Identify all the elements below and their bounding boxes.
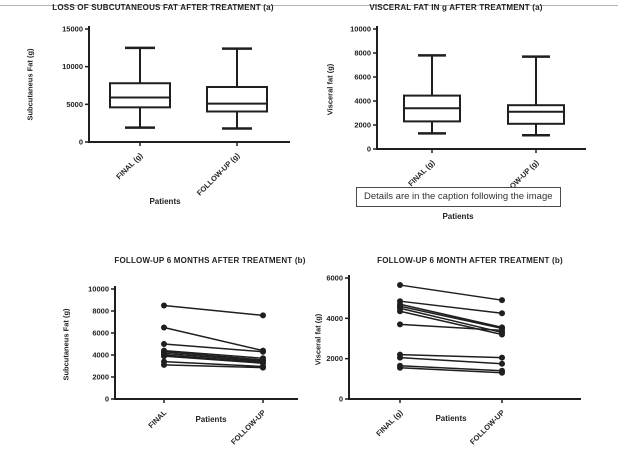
svg-text:0: 0 (367, 145, 371, 154)
svg-text:0: 0 (339, 395, 343, 404)
svg-text:6000: 6000 (92, 329, 109, 338)
chart-subcutaneous-paired-lines: FOLLOW-UP 6 MONTHS AFTER TREATMENT (b) S… (0, 230, 309, 453)
svg-text:0: 0 (105, 395, 109, 404)
chart-title: VISCERAL FAT IN g AFTER TREATMENT (a) (369, 3, 543, 12)
svg-text:FINAL (g): FINAL (g) (114, 151, 144, 181)
x-axis-label: Patients (435, 414, 467, 423)
svg-text:FINAL (g): FINAL (g) (406, 158, 436, 188)
x-axis-label: Patients (149, 197, 181, 206)
subcutaneous-boxplot-svg: 0 5000 10000 15000 FINAL (g) FOLLOW-UP (g) (62, 25, 290, 198)
svg-text:2000: 2000 (92, 373, 109, 382)
chart-title: LOSS OF SUBCUTANEOUS FAT AFTER TREATMENT… (52, 3, 274, 12)
svg-text:8000: 8000 (354, 49, 371, 58)
chart-title: FOLLOW-UP 6 MONTHS AFTER TREATMENT (b) (114, 256, 306, 265)
chart-visceral-paired-lines: FOLLOW-UP 6 MONTH AFTER TREATMENT (b) Vi… (309, 230, 618, 453)
caption-tooltip: Details are in the caption following the… (356, 187, 561, 207)
svg-text:4000: 4000 (354, 97, 371, 106)
svg-text:FOLLOW-UP (g): FOLLOW-UP (g) (195, 151, 242, 198)
svg-text:5000: 5000 (66, 100, 83, 109)
chart-visceral-boxplot: VISCERAL FAT IN g AFTER TREATMENT (a) Vi… (309, 0, 618, 230)
svg-text:2000: 2000 (326, 354, 343, 363)
x-axis-label: Patients (442, 212, 474, 221)
svg-text:2000: 2000 (354, 121, 371, 130)
svg-text:10000: 10000 (62, 62, 83, 71)
svg-text:4000: 4000 (326, 314, 343, 323)
svg-text:15000: 15000 (62, 25, 83, 34)
svg-text:6000: 6000 (326, 274, 343, 283)
chart-title: FOLLOW-UP 6 MONTH AFTER TREATMENT (b) (377, 256, 563, 265)
svg-text:4000: 4000 (92, 351, 109, 360)
page-rule-line (0, 5, 618, 6)
svg-text:FOLLOW-UP: FOLLOW-UP (229, 408, 267, 446)
chart-subcutaneous-boxplot: LOSS OF SUBCUTANEOUS FAT AFTER TREATMENT… (0, 0, 309, 230)
svg-text:10000: 10000 (88, 285, 109, 294)
svg-text:0: 0 (79, 138, 83, 147)
x-axis-label: Patients (195, 415, 227, 424)
svg-text:8000: 8000 (92, 307, 109, 316)
svg-text:10000: 10000 (350, 25, 371, 34)
svg-text:6000: 6000 (354, 73, 371, 82)
